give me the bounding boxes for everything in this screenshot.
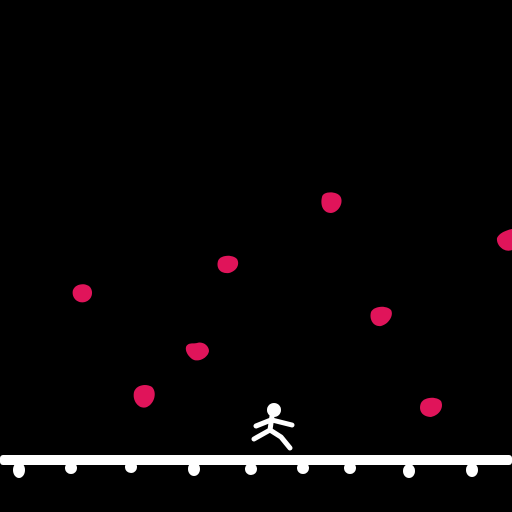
red-blob-obstacle bbox=[217, 255, 239, 274]
ground-drip bbox=[344, 462, 356, 474]
ground-drip bbox=[13, 462, 25, 478]
red-blob-obstacle bbox=[133, 384, 155, 408]
player-arm-back bbox=[253, 417, 274, 429]
ground-drip bbox=[65, 462, 77, 474]
ground-drip bbox=[245, 463, 257, 475]
player-stick-figure bbox=[251, 403, 295, 451]
ground-drip bbox=[403, 464, 415, 478]
red-blob-obstacle bbox=[370, 306, 392, 327]
player-leg-front bbox=[267, 427, 293, 451]
ground-line bbox=[0, 455, 512, 465]
ground-drip bbox=[297, 462, 309, 474]
ground-drip bbox=[125, 461, 137, 473]
red-blob-obstacle bbox=[321, 192, 342, 213]
red-blob-obstacle bbox=[420, 397, 442, 417]
obstacle-layer bbox=[72, 192, 512, 417]
red-blob-obstacle bbox=[72, 284, 93, 303]
player-arm-front bbox=[269, 417, 295, 428]
player-leg-back bbox=[251, 427, 273, 442]
ground-drip bbox=[466, 463, 478, 477]
ground-drip bbox=[188, 462, 200, 476]
player-head bbox=[267, 403, 281, 417]
red-blob-obstacle bbox=[496, 229, 512, 251]
red-blob-obstacle bbox=[185, 342, 209, 361]
ground bbox=[0, 455, 512, 478]
